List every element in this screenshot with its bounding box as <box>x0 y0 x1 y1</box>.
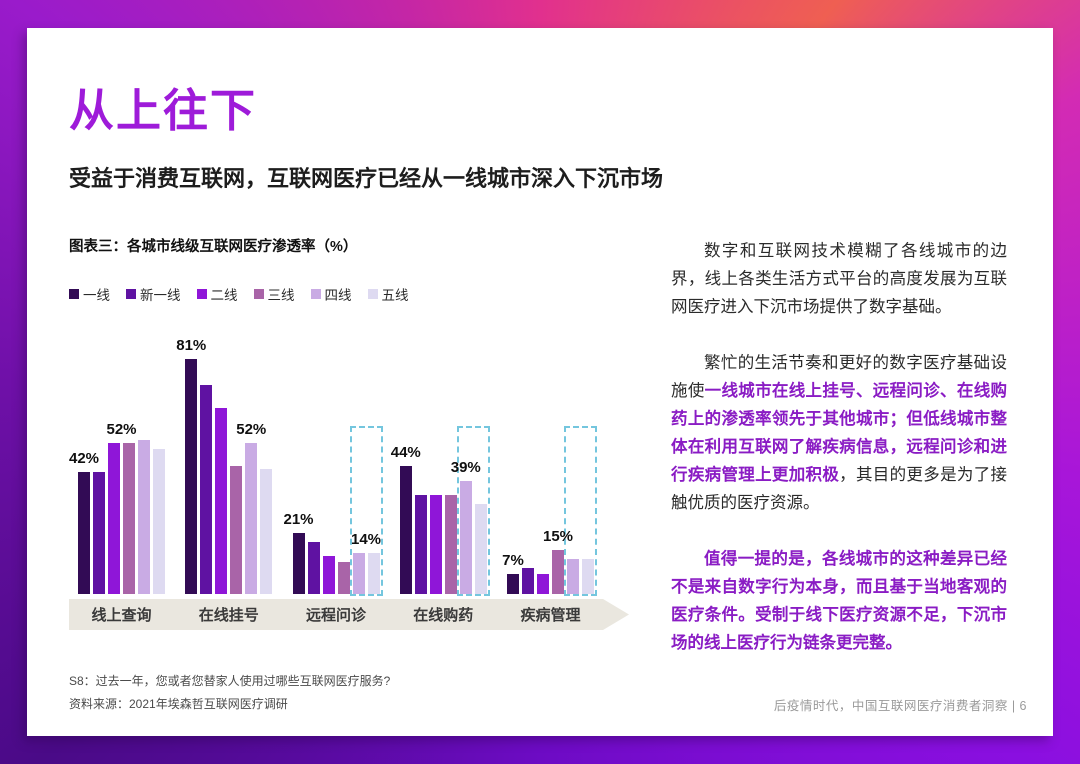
bar <box>459 481 472 594</box>
value-label: 42% <box>68 450 100 467</box>
bar <box>307 542 320 594</box>
highlight-box <box>456 426 490 596</box>
axis-category-label: 疾病管理 <box>520 607 581 624</box>
bar <box>215 408 228 594</box>
legend-swatch-icon <box>126 289 136 299</box>
legend-label: 四线 <box>324 288 352 303</box>
chart-plot: 42% 52% 81% 52% 21% 14% 44% 39% 7% 15% <box>69 330 603 596</box>
value-label: 44% <box>390 444 421 461</box>
bar <box>337 562 350 594</box>
bar <box>153 449 165 594</box>
bar <box>367 553 380 594</box>
bar <box>414 495 427 594</box>
bar <box>322 556 335 594</box>
x-axis-labels: 线上查询 在线挂号 远程问诊 在线购药 疾病管理 <box>69 604 603 625</box>
legend-item: 二线 <box>196 284 238 304</box>
legend-label: 二线 <box>210 288 238 303</box>
chart-caption: 图表三：各城市线级互联网医疗渗透率（%） <box>69 239 358 255</box>
legend-item: 三线 <box>253 284 295 304</box>
bar <box>399 466 412 594</box>
bar <box>537 574 549 594</box>
bar <box>123 443 135 594</box>
legend-label: 一线 <box>83 288 110 303</box>
main-row: 图表三：各城市线级互联网医疗渗透率（%） 一线 新一线 二线 三线 四线 五线 42% 52… <box>69 235 1011 716</box>
x-axis-arrow: 线上查询 在线挂号 远程问诊 在线购药 疾病管理 <box>69 599 629 630</box>
bar <box>108 443 120 594</box>
commentary-paragraph: 繁忙的生活节奏和更好的数字医疗基础设施使一线城市在线上挂号、远程问诊、在线购药上… <box>671 349 1007 517</box>
legend-swatch-icon <box>69 289 79 299</box>
body-text: 数字和互联网技术模糊了各线城市的边界，线上各类生活方式平台的高度发展为互联网医疗… <box>671 242 1007 316</box>
bar <box>230 466 243 594</box>
legend-item: 新一线 <box>126 284 181 304</box>
legend-swatch-icon <box>367 289 378 299</box>
bar <box>93 472 105 594</box>
page-subtitle: 受益于消费互联网，互联网医疗已经从一线城市深入下沉市场 <box>69 166 664 191</box>
note-question: S8：过去一年，您或者您替家人使用过哪些互联网医疗服务? <box>69 674 391 688</box>
legend-label: 五线 <box>381 288 409 303</box>
bar-group: 81% 52% <box>176 330 273 594</box>
page-footer: 后疫情时代，中国互联网医疗消费者洞察 | 6 <box>773 699 1027 713</box>
page-content: 从上往下 受益于消费互联网，互联网医疗已经从一线城市深入下沉市场 图表三：各城市… <box>27 28 1053 736</box>
emphasized-text: 一线城市在线上挂号、远程问诊、在线购药上的渗透率领先于其他城市；但低线城市整体在… <box>671 382 1008 484</box>
legend-swatch-icon <box>253 289 264 299</box>
legend-swatch-icon <box>310 289 321 299</box>
legend-swatch-icon <box>196 289 207 299</box>
bar <box>507 574 519 594</box>
page-title: 从上往下 <box>69 85 258 136</box>
bar <box>444 495 457 594</box>
commentary-paragraph: 数字和互联网技术模糊了各线城市的边界，线上各类生活方式平台的高度发展为互联网医疗… <box>671 237 1007 321</box>
bar <box>582 559 594 594</box>
bar <box>567 559 579 594</box>
bar-group: 21% 14% <box>283 330 383 596</box>
commentary-paragraph: 值得一提的是，各线城市的这种差异已经不是来自数字行为本身，而且基于当地客观的医疗… <box>671 545 1007 657</box>
bar <box>429 495 442 594</box>
body-text: 繁忙的生活节奏和更好的数字医疗基础设施使 <box>671 354 1007 400</box>
chart-legend: 一线 新一线 二线 三线 四线 五线 <box>69 284 629 304</box>
legend-label: 新一线 <box>140 288 181 303</box>
axis-category-label: 线上查询 <box>91 607 152 624</box>
bar <box>138 440 150 594</box>
emphasized-text: 值得一提的是，各线城市的这种差异已经不是来自数字行为本身，而且基于当地客观的医疗… <box>671 550 1007 652</box>
axis-category-label: 在线挂号 <box>198 607 259 624</box>
legend-label: 三线 <box>267 288 295 303</box>
value-label: 81% <box>176 337 207 354</box>
note-source: 资料来源：2021年埃森哲互联网医疗调研 <box>69 696 288 711</box>
report-page: 从上往下 受益于消费互联网，互联网医疗已经从一线城市深入下沉市场 图表三：各城市… <box>27 28 1053 736</box>
legend-item: 一线 <box>69 284 110 304</box>
commentary: 数字和互联网技术模糊了各线城市的边界，线上各类生活方式平台的高度发展为互联网医疗… <box>671 237 1011 716</box>
bar <box>185 359 198 594</box>
bar <box>200 385 213 594</box>
legend-item: 五线 <box>367 284 409 304</box>
bar <box>352 553 365 594</box>
value-label: 21% <box>283 511 314 528</box>
value-label: 39% <box>450 459 481 476</box>
bar-group: 42% 52% <box>69 330 165 594</box>
bar <box>522 568 534 594</box>
value-label: 7% <box>502 552 524 569</box>
bar <box>260 469 273 594</box>
bar <box>78 472 90 594</box>
value-label: 52% <box>236 421 267 438</box>
bar <box>245 443 258 594</box>
bar <box>474 504 487 594</box>
axis-category-label: 在线购药 <box>413 607 474 624</box>
highlight-box <box>349 426 383 596</box>
axis-category-label: 远程问诊 <box>305 607 366 624</box>
chart-notes: S8：过去一年，您或者您替家人使用过哪些互联网医疗服务? 资料来源：2021年埃… <box>69 670 629 716</box>
bar <box>292 533 305 594</box>
highlight-box <box>564 426 597 596</box>
value-label: 14% <box>350 531 382 548</box>
value-label: 15% <box>542 528 574 545</box>
legend-item: 四线 <box>310 284 352 304</box>
bar <box>552 550 564 594</box>
bar-group: 44% 39% <box>391 330 490 596</box>
value-label: 52% <box>106 421 137 438</box>
body-text: ，其目的更多是为了接触优质的医疗资源。 <box>671 466 1008 512</box>
chart-section: 图表三：各城市线级互联网医疗渗透率（%） 一线 新一线 二线 三线 四线 五线 42% 52… <box>69 235 629 716</box>
bar-group: 7% 15% <box>502 330 597 596</box>
